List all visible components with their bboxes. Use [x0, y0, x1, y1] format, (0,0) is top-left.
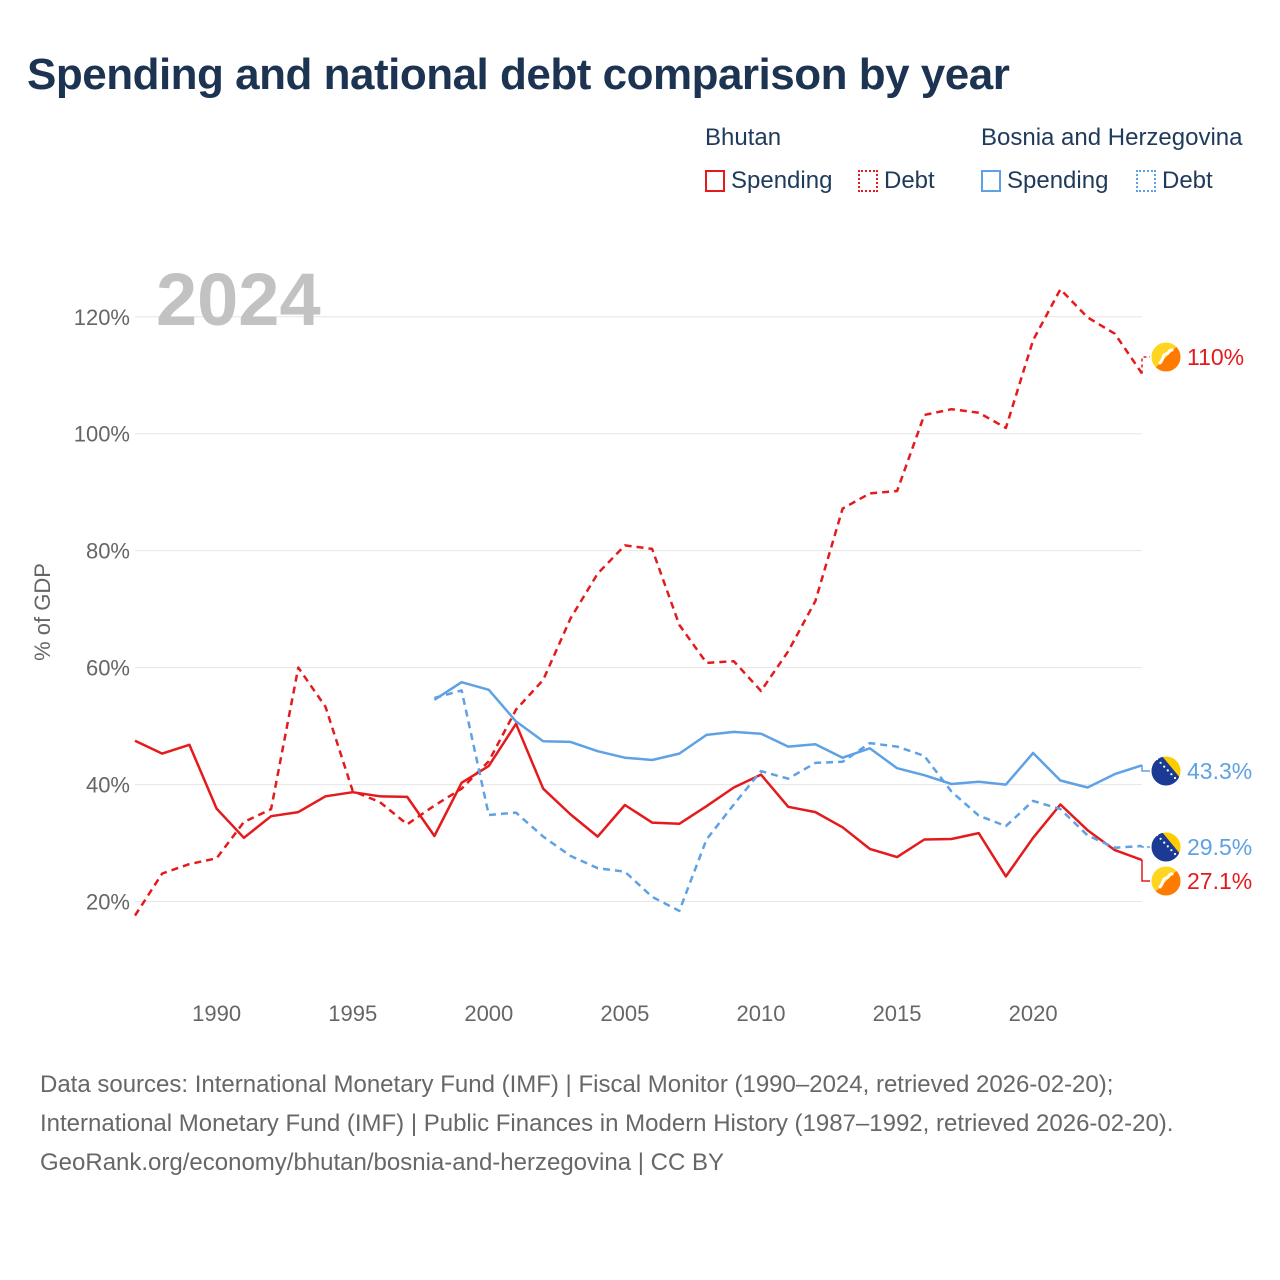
- x-tick-label: 1995: [328, 1001, 377, 1026]
- flag-star: [1170, 773, 1173, 776]
- flag-star: [1159, 761, 1162, 764]
- flag-rim: [1150, 755, 1182, 787]
- series-line-1[interactable]: [133, 288, 1144, 917]
- x-tick-label: 2020: [1009, 1001, 1058, 1026]
- legend-group-bosnia: Bosnia and Herzegovina: [981, 124, 1243, 151]
- y-axis-label: % of GDP: [30, 563, 55, 661]
- bosnia-flag-icon: [1150, 831, 1182, 863]
- grid: [135, 316, 1142, 903]
- flag-disc: [1150, 865, 1182, 897]
- flag-star: [1159, 837, 1162, 840]
- flag-star: [1166, 769, 1169, 772]
- flag-star: [1170, 849, 1173, 852]
- end-value-label: 110%: [1187, 344, 1244, 370]
- legend-bhutan-spending[interactable]: Spending: [705, 166, 832, 196]
- end-value-label: 43.3%: [1187, 758, 1252, 784]
- end-connector: [1141, 845, 1150, 848]
- legend-bosnia-spending[interactable]: Spending: [981, 166, 1108, 196]
- legend-label: Debt: [1162, 167, 1213, 194]
- y-tick-label: 20%: [86, 890, 130, 915]
- legend-bosnia-debt[interactable]: Debt: [1136, 166, 1213, 196]
- end-connector: [1141, 356, 1150, 374]
- end-connector: [1141, 860, 1150, 882]
- flag-triangle: [1162, 756, 1181, 779]
- flag-star: [1163, 765, 1166, 768]
- series: [133, 288, 1144, 917]
- x-tick-label: 2010: [736, 1001, 785, 1026]
- flag-star: [1166, 845, 1169, 848]
- flag-fill: [1151, 832, 1181, 862]
- end-value-label: 29.5%: [1187, 834, 1252, 860]
- dragon-mark: [1158, 348, 1174, 365]
- end-connector: [1141, 765, 1150, 772]
- bhutan-flag-icon: [1150, 341, 1182, 373]
- source-url[interactable]: GeoRank.org/economy/bhutan/bosnia-and-he…: [40, 1149, 724, 1176]
- series-line-3[interactable]: [434, 689, 1143, 913]
- chart-title: Spending and national debt comparison by…: [27, 50, 1010, 99]
- bhutan-flag-icon: [1150, 865, 1182, 897]
- flag-star: [1173, 776, 1177, 780]
- y-tick-label: 120%: [74, 305, 130, 330]
- flag-fill: [1151, 756, 1181, 786]
- line-chart: 20% 40% 60% 80% 100% 120% 1990 1995 2000 2005 2010…: [30, 258, 1252, 1026]
- end-labels: 27.1% 110% 43.3% 29.5%: [1141, 341, 1252, 897]
- solid-line-swatch-icon: [705, 170, 725, 192]
- y-tick-label: 100%: [74, 422, 130, 447]
- flag-triangle: [1162, 832, 1181, 855]
- flag-rim: [1150, 831, 1182, 863]
- y-tick-label: 80%: [86, 539, 130, 564]
- legend-label: Spending: [731, 167, 833, 194]
- dotted-line-swatch-icon: [858, 170, 878, 192]
- series-line-0[interactable]: [134, 722, 1143, 878]
- x-tick-label: 2000: [464, 1001, 513, 1026]
- source-note: Data sources: International Monetary Fun…: [40, 1065, 1240, 1182]
- y-tick-label: 40%: [86, 773, 130, 798]
- x-tick-label: 2015: [873, 1001, 922, 1026]
- flag-star: [1163, 841, 1166, 844]
- axes: 20% 40% 60% 80% 100% 120% 1990 1995 2000 2005 2010…: [74, 305, 1058, 1026]
- y-tick-label: 60%: [86, 656, 130, 681]
- solid-line-swatch-icon: [981, 170, 1001, 192]
- legend-bhutan-debt[interactable]: Debt: [858, 166, 935, 196]
- bosnia-flag-icon: [1150, 755, 1182, 787]
- source-text: Data sources: International Monetary Fun…: [40, 1071, 1174, 1137]
- x-tick-label: 1990: [192, 1001, 241, 1026]
- dotted-line-swatch-icon: [1136, 170, 1156, 192]
- flag-star: [1173, 852, 1177, 856]
- flag-disc: [1150, 341, 1182, 373]
- legend-label: Spending: [1007, 167, 1109, 194]
- legend-group-bhutan: Bhutan: [705, 124, 782, 151]
- end-value-label: 27.1%: [1187, 868, 1252, 894]
- series-line-2[interactable]: [433, 680, 1143, 789]
- year-watermark: 2024: [156, 258, 321, 341]
- x-tick-label: 2005: [600, 1001, 649, 1026]
- legend-label: Debt: [884, 167, 935, 194]
- dragon-mark: [1158, 872, 1174, 889]
